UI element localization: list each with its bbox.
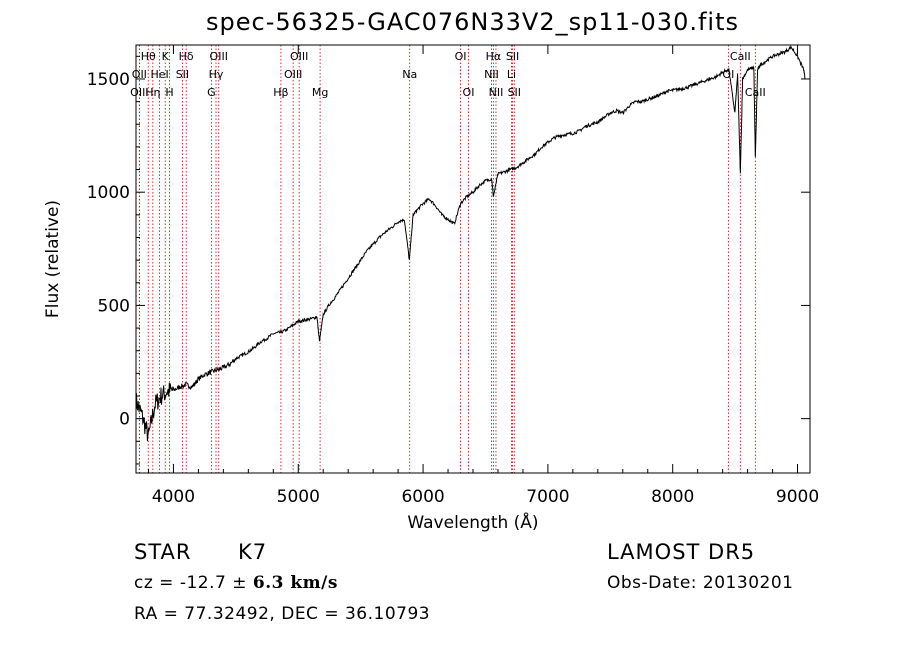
y-tick-label: 0 bbox=[119, 410, 130, 430]
y-tick-label: 1000 bbox=[87, 183, 130, 203]
line-label: CaII bbox=[745, 86, 766, 99]
x-tick-label: 4000 bbox=[152, 487, 195, 507]
x-tick-label: 5000 bbox=[277, 487, 320, 507]
line-label: OI bbox=[455, 50, 467, 63]
chart-title: spec-56325-GAC076N33V2_sp11-030.fits bbox=[206, 8, 739, 36]
line-label: SII bbox=[506, 50, 519, 63]
observation-date: Obs-Date: 20130201 bbox=[607, 573, 794, 593]
survey-name: LAMOST DR5 bbox=[607, 540, 756, 564]
line-label: OIII bbox=[210, 50, 228, 63]
line-label: OIII bbox=[284, 68, 302, 81]
object-class: STAR bbox=[134, 540, 192, 564]
y-tick-label: 500 bbox=[98, 296, 130, 316]
x-axis-label: Wavelength (Å) bbox=[407, 511, 538, 533]
line-label: Hγ bbox=[209, 68, 224, 81]
line-label: Li bbox=[507, 68, 516, 81]
redshift-info: cz = -12.7 ± 6.3 km/s bbox=[134, 573, 338, 593]
line-label: Hη bbox=[145, 86, 160, 99]
line-label: H bbox=[165, 86, 173, 99]
spectrum-series-line bbox=[135, 44, 806, 442]
line-label: Na bbox=[402, 68, 417, 81]
line-label: Hδ bbox=[179, 50, 194, 63]
line-label: HeI bbox=[150, 68, 168, 81]
line-label: OIII bbox=[290, 50, 308, 63]
line-label: NII bbox=[484, 68, 499, 81]
y-tick-label: 1500 bbox=[87, 70, 130, 90]
line-label: Hθ bbox=[141, 50, 156, 63]
y-axis-label: Flux (relative) bbox=[43, 200, 63, 318]
x-tick-label: 9000 bbox=[776, 487, 819, 507]
line-label: CaII bbox=[730, 50, 751, 63]
cz-error: 6.3 km/s bbox=[252, 573, 338, 593]
line-label: Hβ bbox=[273, 86, 288, 99]
line-label: SII bbox=[508, 86, 521, 99]
coordinates: RA = 77.32492, DEC = 36.10793 bbox=[134, 604, 431, 624]
line-label: OI bbox=[463, 86, 475, 99]
line-label: NII bbox=[489, 86, 504, 99]
line-label: Hα bbox=[486, 50, 502, 63]
line-label: Mg bbox=[312, 86, 328, 99]
line-label: SII bbox=[176, 68, 189, 81]
object-subclass: K7 bbox=[238, 540, 268, 564]
x-tick-label: 8000 bbox=[651, 487, 694, 507]
line-label: OI bbox=[722, 68, 734, 81]
line-label: OIII bbox=[130, 86, 148, 99]
y-axis-ticks: 0 500 1000 1500 bbox=[87, 55, 810, 465]
x-axis-ticks: 4000 5000 6000 7000 8000 9000 bbox=[147, 45, 819, 507]
plot-frame bbox=[135, 44, 811, 474]
x-tick-label: 7000 bbox=[526, 487, 569, 507]
line-label: G bbox=[207, 86, 216, 99]
spectral-line-markers bbox=[138, 45, 756, 473]
x-tick-label: 6000 bbox=[401, 487, 444, 507]
cz-value: cz = -12.7 ± bbox=[134, 573, 253, 593]
line-label: K bbox=[162, 50, 170, 63]
